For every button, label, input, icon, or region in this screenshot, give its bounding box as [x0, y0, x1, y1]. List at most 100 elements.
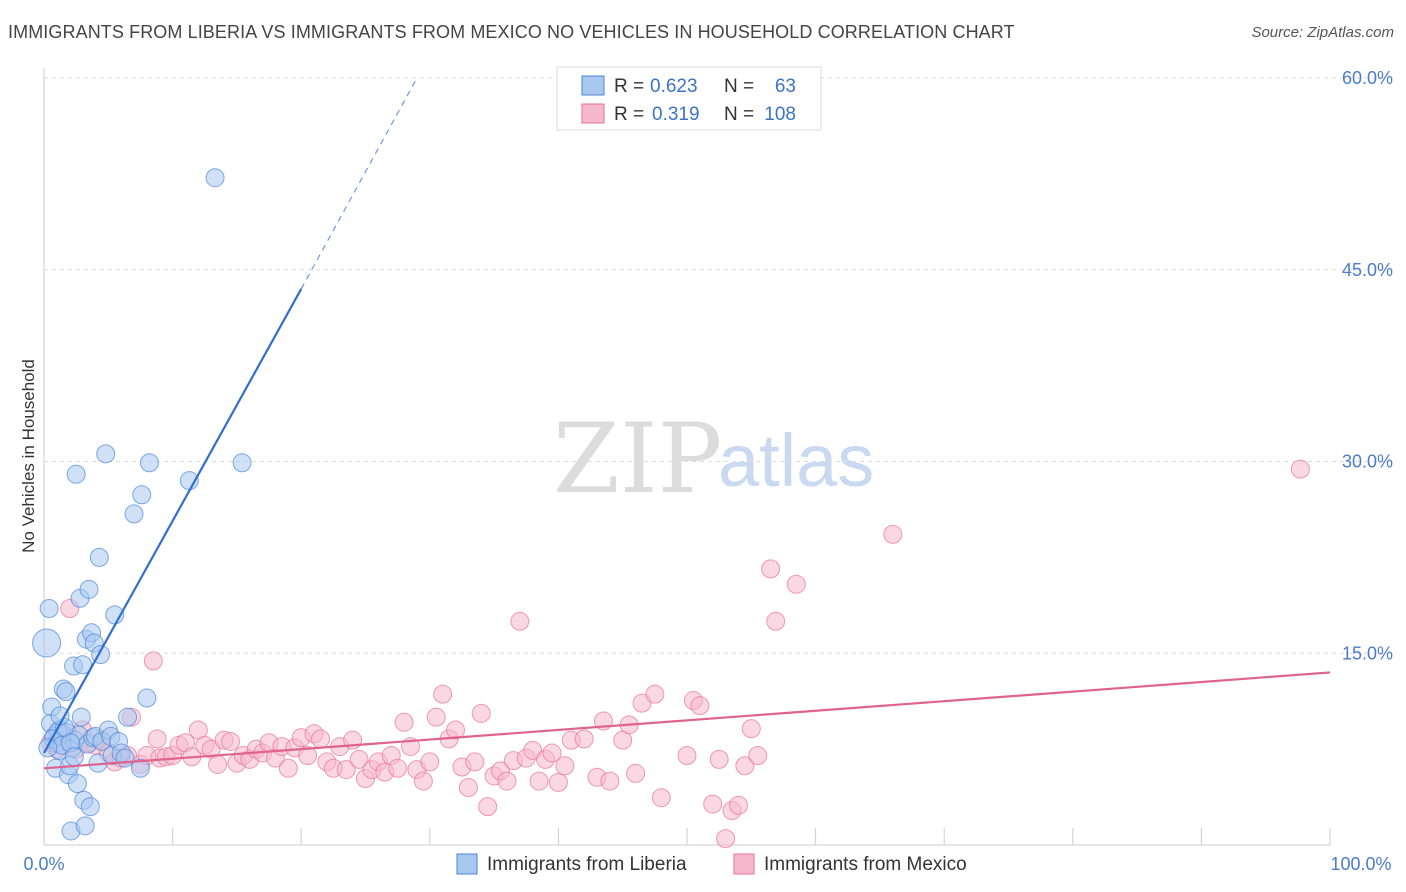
x-tick-label-max: 100.0%: [1330, 854, 1391, 874]
mexico-point: [413, 771, 433, 791]
mexico-point: [478, 797, 498, 817]
mexico-point: [220, 731, 240, 751]
y-tick-labels: 15.0% 30.0% 45.0% 60.0%: [1342, 68, 1393, 663]
mexico-trend-line: [43, 671, 1331, 770]
liberia-point: [130, 758, 150, 778]
liberia-point: [79, 579, 99, 599]
x-tick-marks: [172, 828, 1331, 845]
mexico-point: [766, 611, 786, 631]
mexico-point: [600, 771, 620, 791]
mexico-point: [298, 746, 318, 766]
liberia-point: [80, 797, 100, 817]
legend-swatch-liberia: [581, 75, 605, 96]
bottom-legend-label-mexico: Immigrants from Mexico: [764, 854, 967, 875]
liberia-point: [89, 547, 109, 567]
liberia-trend-line: [43, 288, 303, 754]
liberia-point: [118, 707, 138, 727]
x-tick-label-min: 0.0%: [23, 854, 64, 874]
liberia-point: [39, 599, 59, 619]
legend-r-label-liberia: R =: [614, 76, 644, 97]
liberia-point: [139, 453, 159, 473]
mexico-point: [651, 788, 671, 808]
legend-r-label-mexico: R =: [614, 104, 644, 125]
mexico-point: [310, 729, 330, 749]
mexico-point: [645, 684, 665, 704]
mexico-point: [1290, 459, 1310, 479]
mexico-point: [716, 829, 736, 849]
mexico-point: [548, 772, 568, 792]
bottom-legend-swatch-mexico: [733, 853, 755, 875]
liberia-trend-extension: [300, 77, 418, 290]
mexico-point: [446, 720, 466, 740]
bottom-legend: Immigrants from Liberia Immigrants from …: [456, 853, 967, 875]
mexico-point: [735, 756, 755, 776]
watermark-atlas: atlas: [718, 419, 874, 502]
liberia-point: [132, 485, 152, 505]
mexico-point: [143, 651, 163, 671]
legend: R = 0.623 N = 63 R = 0.319 N = 108: [556, 66, 822, 131]
mexico-point: [883, 524, 903, 544]
mexico-point: [208, 754, 228, 774]
liberia-point: [75, 816, 95, 836]
mexico-point: [394, 712, 414, 732]
trend-lines: [43, 77, 1331, 770]
liberia-point: [64, 747, 84, 767]
bottom-legend-swatch-liberia: [456, 853, 478, 875]
mexico-point: [748, 746, 768, 766]
grid: [44, 77, 1394, 654]
mexico-point: [741, 719, 761, 739]
mexico-point: [471, 703, 491, 723]
chart-title: IMMIGRANTS FROM LIBERIA VS IMMIGRANTS FR…: [8, 22, 1015, 42]
mexico-point: [555, 756, 575, 776]
mexico-point: [626, 763, 646, 783]
y-tick-label: 15.0%: [1342, 643, 1393, 663]
legend-n-value-mexico: 108: [764, 104, 796, 125]
legend-n-label-liberia: N =: [724, 76, 754, 97]
watermark-zip: ZIP: [553, 403, 722, 515]
series-mexico-points: [40, 459, 1310, 849]
liberia-point: [124, 504, 144, 524]
mexico-point: [510, 611, 530, 631]
liberia-point: [232, 453, 252, 473]
mexico-point: [786, 574, 806, 594]
mexico-point: [703, 794, 723, 814]
mexico-point: [465, 752, 485, 772]
mexico-point: [574, 729, 594, 749]
mexico-point: [349, 749, 369, 769]
y-tick-label: 60.0%: [1342, 68, 1393, 88]
liberia-point: [32, 628, 62, 658]
y-tick-label: 45.0%: [1342, 260, 1393, 280]
legend-r-value-mexico: 0.319: [652, 104, 700, 125]
bottom-legend-label-liberia: Immigrants from Liberia: [487, 854, 687, 875]
mexico-point: [336, 760, 356, 780]
source-label: Source: ZipAtlas.com: [1251, 24, 1394, 41]
liberia-point: [137, 688, 157, 708]
legend-n-value-liberia: 63: [775, 76, 796, 97]
mexico-point: [388, 758, 408, 778]
liberia-point: [56, 682, 76, 702]
liberia-point: [205, 168, 225, 188]
liberia-point: [71, 707, 91, 727]
mexico-point: [728, 795, 748, 815]
mexico-point: [709, 749, 729, 769]
liberia-point: [67, 774, 87, 794]
mexico-point: [433, 684, 453, 704]
mexico-point: [278, 758, 298, 778]
y-tick-label: 30.0%: [1342, 452, 1393, 472]
liberia-point: [96, 444, 116, 464]
mexico-point: [420, 752, 440, 772]
liberia-point: [73, 655, 93, 675]
mexico-point: [542, 743, 562, 763]
legend-r-value-liberia: 0.623: [650, 76, 698, 97]
y-axis-label: No Vehicles in Household: [19, 359, 38, 553]
mexico-point: [761, 559, 781, 579]
legend-n-label-mexico: N =: [724, 104, 754, 125]
mexico-point: [690, 696, 710, 716]
mexico-point: [147, 729, 167, 749]
liberia-point: [115, 748, 135, 768]
mexico-point: [458, 777, 478, 797]
mexico-point: [677, 746, 697, 766]
mexico-point: [529, 771, 549, 791]
mexico-point: [497, 771, 517, 791]
